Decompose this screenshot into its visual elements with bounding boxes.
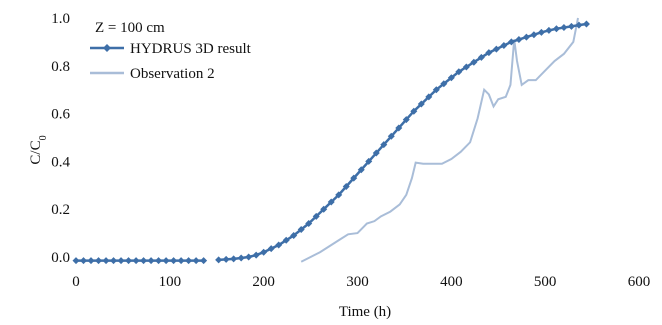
data-point-hydrus [170, 257, 178, 265]
data-point-hydrus [110, 257, 118, 265]
data-point-hydrus [147, 257, 155, 265]
data-point-hydrus [440, 80, 448, 88]
data-point-hydrus [117, 257, 125, 265]
x-tick-label: 600 [628, 274, 651, 290]
data-point-hydrus [245, 253, 253, 261]
data-point-hydrus [87, 257, 95, 265]
data-point-hydrus [222, 255, 230, 263]
data-point-hydrus [185, 257, 193, 265]
data-point-hydrus [327, 198, 335, 206]
data-point-hydrus [522, 33, 530, 41]
data-point-hydrus [582, 20, 590, 28]
data-point-hydrus [410, 107, 418, 115]
data-point-hydrus [455, 68, 463, 76]
data-point-hydrus [425, 93, 433, 101]
data-point-hydrus [417, 100, 425, 108]
data-point-hydrus [132, 257, 140, 265]
data-point-hydrus [95, 257, 103, 265]
legend-label-observation: Observation 2 [130, 66, 215, 82]
x-tick-label: 200 [252, 274, 275, 290]
data-point-hydrus [275, 241, 283, 249]
series-line-observation [300, 17, 579, 263]
data-point-hydrus [545, 26, 553, 34]
y-tick-label: 0.8 [51, 59, 70, 75]
data-point-hydrus [365, 157, 373, 165]
x-tick-label: 300 [346, 274, 369, 290]
data-point-hydrus [350, 174, 358, 182]
legend: HYDRUS 3D result Observation 2 [90, 41, 252, 82]
data-point-hydrus [342, 182, 350, 190]
data-point-hydrus [290, 231, 298, 239]
data-point-hydrus [80, 257, 88, 265]
data-point-hydrus [267, 245, 275, 253]
y-tick-label: 0.0 [51, 250, 70, 266]
y-tick-label: 0.6 [51, 107, 70, 123]
data-point-hydrus [447, 74, 455, 82]
data-point-hydrus [252, 251, 260, 259]
data-point-hydrus [237, 254, 245, 262]
x-tick-label: 500 [534, 274, 557, 290]
data-point-hydrus [492, 45, 500, 53]
x-axis-label: Time (h) [339, 304, 391, 320]
data-point-hydrus [462, 63, 470, 71]
data-point-hydrus [515, 36, 523, 44]
y-axis-label: C/C0 [28, 135, 49, 164]
data-point-hydrus [357, 166, 365, 174]
data-point-hydrus [552, 25, 560, 33]
data-point-hydrus [560, 24, 568, 32]
x-tick-label: 0 [72, 274, 80, 290]
data-point-hydrus [260, 248, 268, 256]
y-tick-label: 0.2 [51, 202, 70, 218]
data-point-hydrus [140, 257, 148, 265]
data-point-hydrus [320, 205, 328, 213]
data-point-hydrus [537, 28, 545, 36]
data-point-hydrus [500, 41, 508, 49]
data-point-hydrus [312, 212, 320, 220]
data-point-hydrus [485, 49, 493, 57]
data-point-hydrus [282, 236, 290, 244]
chart-annotation: Z = 100 cm [95, 20, 165, 36]
x-tick-label: 100 [159, 274, 182, 290]
data-point-hydrus [530, 31, 538, 39]
data-point-hydrus [335, 191, 343, 199]
data-point-hydrus [477, 53, 485, 61]
data-point-hydrus [155, 257, 163, 265]
data-point-hydrus [230, 255, 238, 263]
x-tick-label: 400 [440, 274, 463, 290]
data-point-hydrus [72, 257, 80, 265]
tick-labels: 0 100 200 300 400 500 600 0.0 0.2 0.4 0.6 0.8 1.0 [51, 11, 650, 290]
series-line-hydrus [218, 22, 587, 262]
data-point-hydrus [372, 149, 380, 157]
data-point-hydrus [200, 257, 208, 265]
data-point-hydrus [470, 58, 478, 66]
data-point-hydrus [395, 124, 403, 132]
data-point-hydrus [402, 116, 410, 124]
data-point-hydrus [215, 256, 223, 264]
data-point-hydrus [380, 141, 388, 149]
data-point-hydrus [507, 38, 515, 46]
data-point-hydrus [305, 220, 313, 228]
data-point-hydrus [575, 21, 583, 29]
data-point-hydrus [387, 132, 395, 140]
data-point-hydrus [125, 257, 133, 265]
plot-area [72, 17, 590, 265]
data-point-hydrus [102, 257, 110, 265]
data-point-hydrus [432, 86, 440, 94]
data-point-hydrus [567, 22, 575, 30]
data-point-hydrus [192, 257, 200, 265]
y-tick-label: 1.0 [51, 11, 70, 27]
data-point-hydrus [177, 257, 185, 265]
data-point-hydrus [162, 257, 170, 265]
data-point-hydrus [297, 226, 305, 234]
legend-marker-hydrus [103, 44, 111, 52]
y-tick-label: 0.4 [51, 154, 70, 170]
legend-label-hydrus: HYDRUS 3D result [130, 41, 252, 57]
